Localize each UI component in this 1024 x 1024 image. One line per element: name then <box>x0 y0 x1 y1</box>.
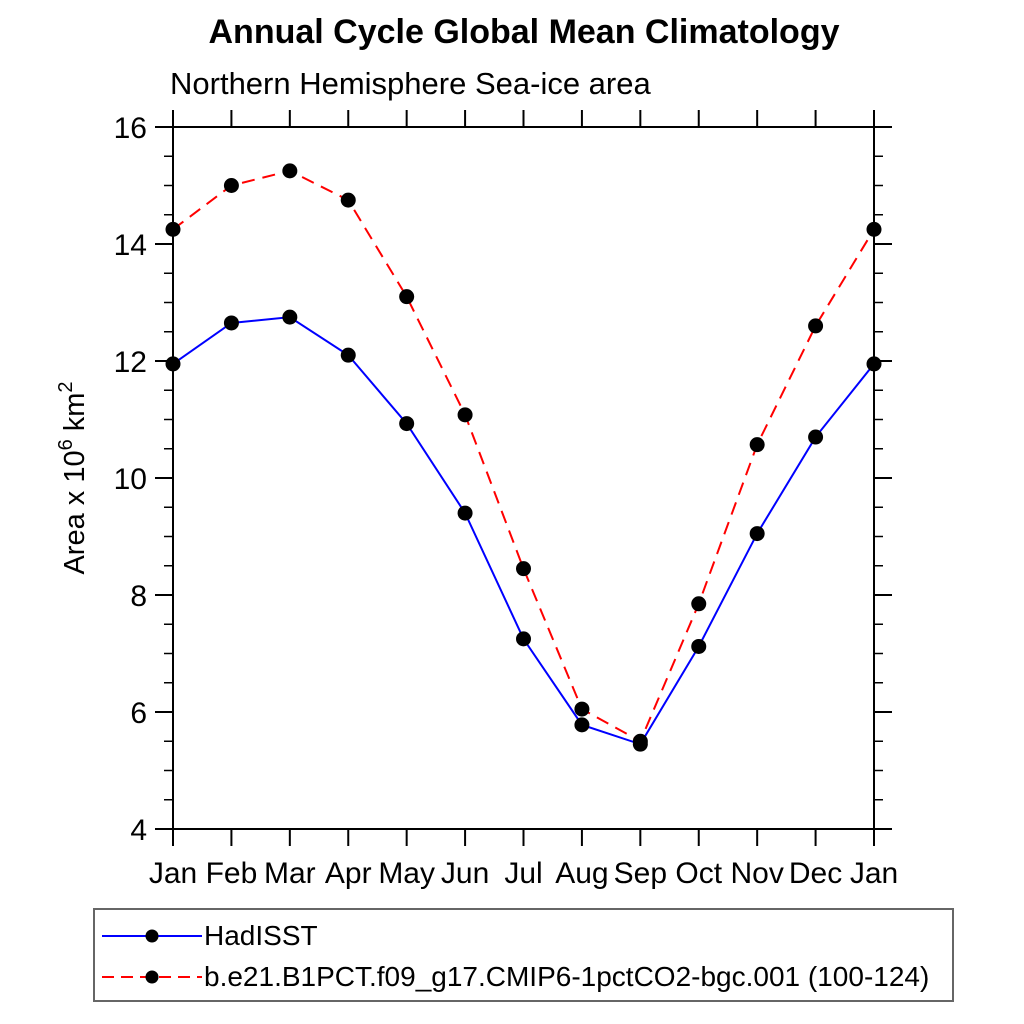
data-point <box>516 631 531 647</box>
data-point <box>866 221 882 237</box>
data-point <box>223 315 239 331</box>
data-point <box>808 429 824 445</box>
chart-title: Annual Cycle Global Mean Climatology <box>208 13 840 51</box>
series-line-0 <box>172 316 875 746</box>
data-point <box>691 596 707 612</box>
legend-line-sample-solid <box>102 929 202 943</box>
data-point <box>749 526 765 542</box>
x-tick-label: Mar <box>264 857 316 890</box>
data-point <box>282 163 298 179</box>
data-point <box>749 437 765 453</box>
x-tick-label: Sep <box>614 857 667 890</box>
legend-marker-dot <box>145 970 159 984</box>
x-tick-label: Aug <box>555 857 608 890</box>
x-tick-label: May <box>378 857 435 890</box>
data-point <box>399 416 415 432</box>
y-tick-label: 10 <box>114 463 147 496</box>
legend-label-model: b.e21.B1PCT.f09_g17.CMIP6-1pctCO2-bgc.00… <box>204 961 930 992</box>
x-tick-label: Nov <box>730 857 783 890</box>
legend-item-model: b.e21.B1PCT.f09_g17.CMIP6-1pctCO2-bgc.00… <box>100 962 929 992</box>
y-tick-label: 6 <box>130 697 147 730</box>
data-point <box>516 561 531 577</box>
data-point <box>632 733 648 749</box>
x-tick-label: Jan <box>850 857 898 890</box>
x-tick-label: Jul <box>504 857 542 890</box>
legend-label-hadisst: HadISST <box>204 920 318 951</box>
data-point <box>457 505 473 521</box>
legend-marker-dot <box>145 929 159 943</box>
x-tick-label: Dec <box>789 857 842 890</box>
y-axis-title: Area x 106 km2​ <box>55 381 91 574</box>
x-tick-label: Feb <box>206 857 258 890</box>
data-point <box>282 309 298 325</box>
y-tick-label: 14 <box>114 229 147 262</box>
data-point <box>223 178 239 193</box>
x-tick-label: Jun <box>441 857 489 890</box>
data-point <box>399 289 415 305</box>
data-point <box>691 638 707 654</box>
legend-item-hadisst: HadISST <box>100 921 318 951</box>
y-tick-label: 4 <box>130 814 147 847</box>
data-point <box>340 192 356 208</box>
chart-subtitle: Northern Hemisphere Sea-ice area <box>170 66 651 101</box>
data-point <box>165 356 181 372</box>
y-tick-label: 8 <box>130 580 147 613</box>
data-point <box>457 407 473 423</box>
x-tick-label: Apr <box>325 857 372 890</box>
x-tick-label: Jan <box>149 857 197 890</box>
data-point <box>574 717 590 733</box>
legend-line-sample-dashed <box>102 970 202 984</box>
x-tick-label: Oct <box>675 857 722 890</box>
legend-box: HadISST b.e21.B1PCT.f09_g17.CMIP6-1pctCO… <box>93 908 954 1002</box>
y-tick-label: 12 <box>114 346 147 379</box>
data-point <box>340 347 356 363</box>
data-point <box>574 701 590 717</box>
series-line-1 <box>172 169 875 743</box>
data-point <box>808 318 824 334</box>
plot-frame <box>172 126 875 830</box>
y-tick-label: 16 <box>114 112 147 145</box>
data-point <box>165 221 181 237</box>
data-point <box>866 356 882 372</box>
